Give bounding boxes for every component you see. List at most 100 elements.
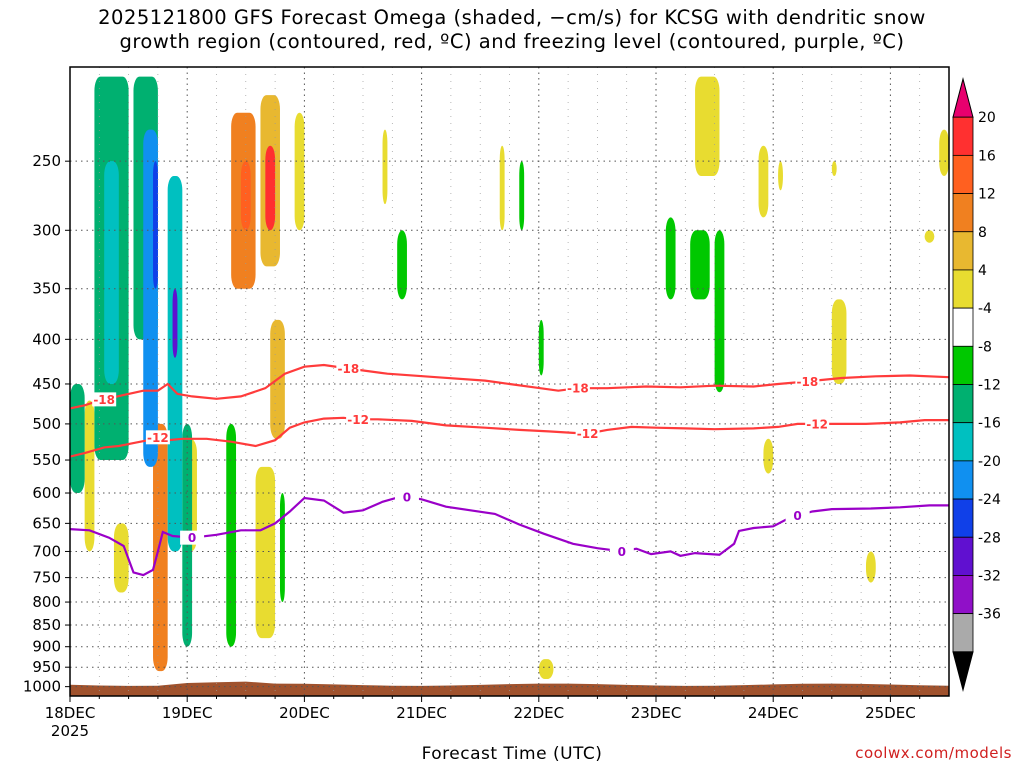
x-tick-label-23DEC: 23DEC — [631, 704, 682, 722]
contour-label-bg — [785, 508, 810, 523]
credit-text: coolwx.com/models — [855, 744, 1012, 762]
contour-label-bg — [795, 374, 820, 389]
omega-negative-core-2 — [153, 161, 158, 289]
contour-label-bg — [805, 416, 830, 431]
contour-label-bg — [609, 544, 634, 559]
colorbar-segment — [952, 231, 974, 271]
colorbar-segment-bottom-arrow — [952, 651, 974, 692]
omega-negative-region-11 — [714, 230, 725, 393]
omega-positive-region-1 — [113, 523, 129, 593]
y-tick-label-250: 250 — [32, 152, 61, 170]
omega-positive-core-2 — [240, 161, 251, 231]
x-tick-label-24DEC: 24DEC — [748, 704, 799, 722]
omega-negative-core-3 — [167, 176, 183, 552]
omega-positive-region-6 — [294, 112, 305, 231]
contour-label-bg — [180, 530, 205, 545]
omega-positive-region-18 — [778, 161, 783, 191]
contour-label--18: -18 — [567, 382, 589, 396]
contour-label-bg — [575, 426, 600, 441]
omega-positive-region-17 — [831, 161, 837, 177]
x-tick-label-20DEC: 20DEC — [279, 704, 330, 722]
x-tick-label-18DEC: 18DEC — [45, 704, 96, 722]
colorbar-label-16: 16 — [978, 148, 996, 164]
colorbar-label--8: -8 — [978, 339, 992, 355]
y-tick-label-300: 300 — [32, 221, 61, 239]
omega-negative-region-10 — [690, 230, 710, 300]
contour-label--12: -12 — [147, 431, 169, 445]
colorbar-segment — [952, 193, 974, 233]
colorbar-segment — [952, 116, 974, 156]
y-tick-label-650: 650 — [32, 514, 61, 532]
colorbar-segment — [952, 384, 974, 424]
ground-layer — [70, 681, 949, 696]
omega-positive-region-16 — [939, 129, 949, 177]
contour-label--12: -12 — [577, 427, 599, 441]
omega-negative-region-8 — [538, 319, 544, 376]
omega-positive-region-12 — [763, 438, 774, 474]
colorbar-segment — [952, 460, 974, 500]
y-tick-label-800: 800 — [32, 593, 61, 611]
contour-label-0: 0 — [618, 545, 626, 559]
colorbar-segment — [952, 498, 974, 538]
omega-positive-region-14 — [865, 551, 876, 583]
contour-label--12: -12 — [806, 417, 828, 431]
omega-negative-region-4 — [226, 423, 237, 647]
omega-negative-core-0 — [104, 161, 119, 384]
colorbar-label--28: -28 — [978, 530, 1001, 546]
y-tick-label-1000: 1000 — [23, 678, 61, 696]
omega-positive-region-8 — [499, 145, 505, 231]
contour-label-0: 0 — [188, 531, 196, 545]
colorbar-segment — [952, 575, 974, 615]
y-tick-label-600: 600 — [32, 484, 61, 502]
x-tick-label-21DEC: 21DEC — [396, 704, 447, 722]
contour-label-bg — [145, 430, 170, 445]
contour-line-0 — [70, 495, 949, 577]
colorbar-label-4: 4 — [978, 263, 987, 279]
contour-label-0: 0 — [793, 509, 801, 523]
omega-negative-region-9 — [665, 217, 676, 300]
colorbar-label--20: -20 — [978, 454, 1001, 470]
colorbar-segment — [952, 536, 974, 576]
contour-label--18: -18 — [338, 362, 360, 376]
omega-positive-core-0 — [153, 423, 168, 672]
colorbar-label--24: -24 — [978, 492, 1001, 508]
omega-negative-region-6 — [397, 230, 407, 300]
omega-positive-region-5 — [255, 466, 276, 639]
colorbar-label--16: -16 — [978, 416, 1001, 432]
contour-label-bg — [346, 412, 371, 427]
omega-positive-core-3 — [265, 145, 276, 231]
y-tick-label-750: 750 — [32, 569, 61, 587]
x-tick-label-19DEC: 19DEC — [162, 704, 213, 722]
colorbar-label-8: 8 — [978, 225, 987, 241]
y-tick-label-700: 700 — [32, 542, 61, 560]
colorbar-segment — [952, 269, 974, 309]
colorbar-label--12: -12 — [978, 378, 1001, 394]
omega-negative-region-5 — [279, 493, 285, 603]
y-tick-label-950: 950 — [32, 658, 61, 676]
x-tick-label-25DEC: 25DEC — [865, 704, 916, 722]
colorbar-segment-top-arrow — [952, 77, 974, 118]
ground-surface — [70, 681, 949, 696]
x-axis-title: Forecast Time (UTC) — [421, 744, 603, 764]
y-tick-label-500: 500 — [32, 415, 61, 433]
colorbar-segment — [952, 307, 974, 347]
y-tick-label-350: 350 — [32, 280, 61, 298]
y-tick-label-400: 400 — [32, 330, 61, 348]
contour-lines: -18 -18 -18 -18 -12 -12 -12 -12 0 0 0 0 — [70, 361, 949, 577]
colorbar-segment — [952, 345, 974, 385]
colorbar-label-12: 12 — [978, 187, 996, 203]
chart-title-line-1: 2025121800 GFS Forecast Omega (shaded, −… — [98, 6, 926, 29]
x-axis: 18DEC 19DEC 20DEC 21DEC 22DEC 23DEC 24DEC 25DEC… — [45, 696, 921, 740]
y-tick-label-900: 900 — [32, 638, 61, 656]
colorbar-label-20: 20 — [978, 110, 996, 126]
omega-negative-region-7 — [519, 161, 525, 231]
y-tick-label-450: 450 — [32, 375, 61, 393]
omega-negative-region-0 — [70, 383, 85, 494]
contour-label--12: -12 — [347, 413, 369, 427]
chart-title-line-2: growth region (contoured, red, ºC) and f… — [119, 30, 905, 53]
contour-label-bg — [394, 489, 419, 504]
colorbar-label--4: -4 — [978, 301, 992, 317]
y-tick-label-850: 850 — [32, 616, 61, 634]
colorbar: 20 16 12 8 4 -4 -8 -12 -16 -20 -24 -28 -32 -36 — [952, 77, 1001, 692]
